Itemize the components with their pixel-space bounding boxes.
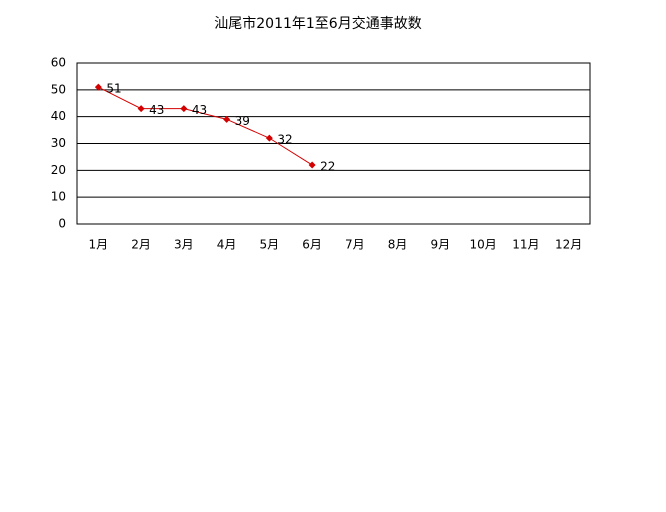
x-tick-label: 11月 (512, 238, 539, 252)
y-tick-label: 0 (58, 217, 66, 231)
x-tick-label: 12月 (555, 238, 582, 252)
data-label: 43 (149, 103, 164, 117)
x-tick-label: 10月 (469, 238, 496, 252)
x-tick-label: 1月 (89, 238, 109, 252)
x-tick-label: 9月 (431, 238, 451, 252)
y-tick-label: 40 (51, 109, 66, 123)
marker (308, 161, 316, 169)
x-tick-label: 5月 (260, 238, 280, 252)
chart-title: 汕尾市2011年1至6月交通事故数 (214, 15, 421, 32)
marker (137, 105, 145, 113)
y-tick-label: 50 (51, 82, 66, 96)
y-tick-label: 60 (51, 56, 66, 70)
marker (223, 115, 231, 123)
data-label: 43 (192, 103, 207, 117)
data-label: 22 (320, 159, 335, 173)
data-label: 51 (106, 82, 121, 96)
x-tick-label: 4月 (217, 238, 237, 252)
marker (265, 134, 273, 142)
x-tick-label: 8月 (388, 238, 408, 252)
line (98, 86, 313, 166)
data-label: 32 (277, 133, 292, 147)
data-label: 39 (235, 114, 250, 128)
x-tick-label: 2月 (131, 238, 151, 252)
marker (94, 83, 102, 91)
x-tick-label: 7月 (345, 238, 365, 252)
marker (180, 105, 188, 113)
x-tick-label: 6月 (302, 238, 322, 252)
y-tick-label: 20 (51, 163, 66, 177)
y-tick-label: 10 (51, 190, 66, 204)
x-tick-label: 3月 (174, 238, 194, 252)
y-tick-label: 30 (51, 136, 66, 150)
